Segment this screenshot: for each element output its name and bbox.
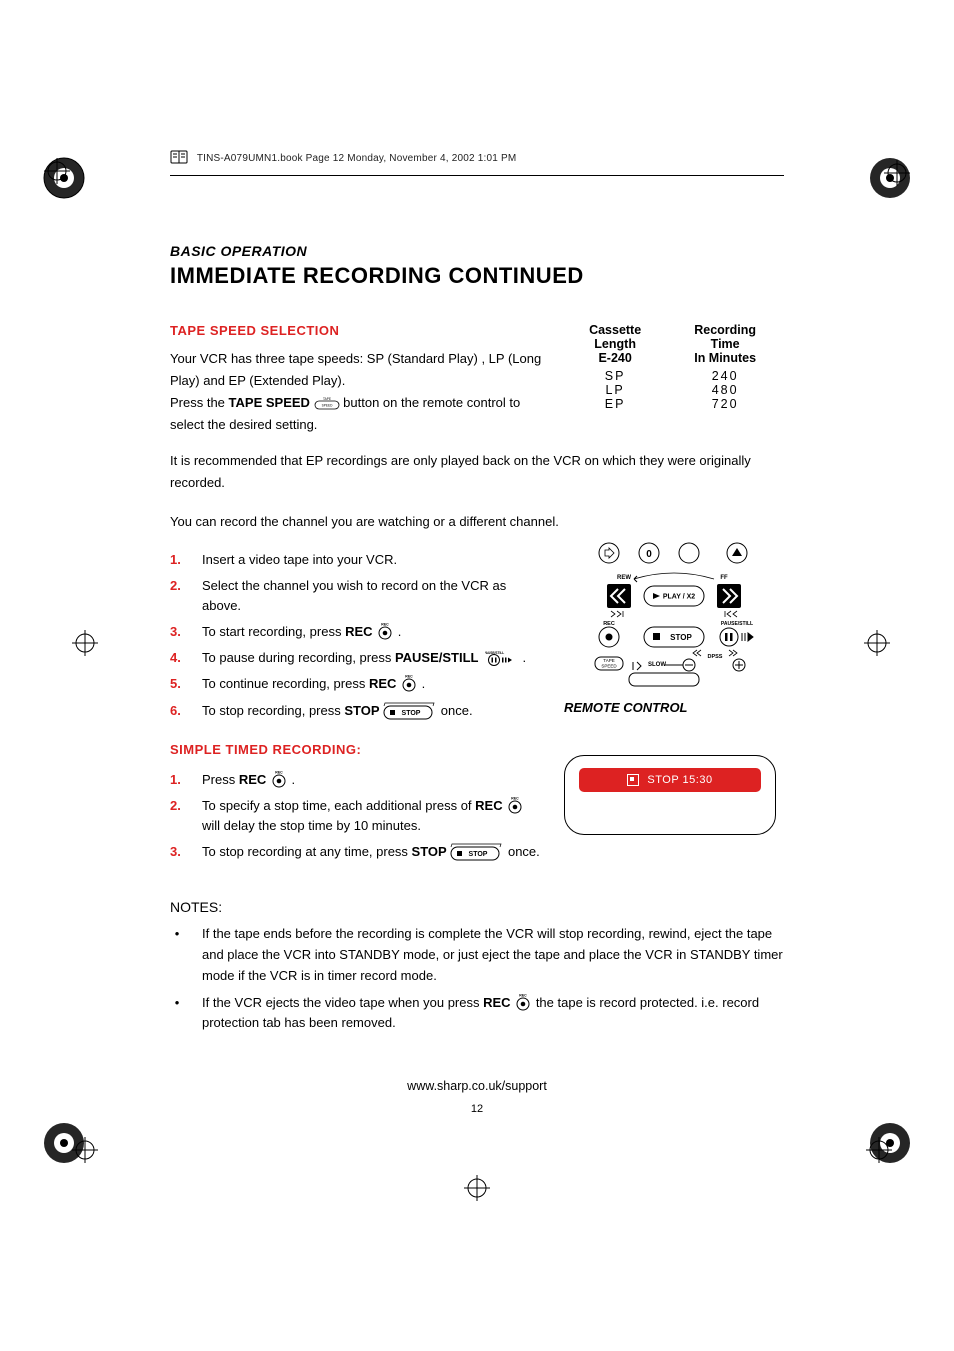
svg-text:REC: REC [603,621,615,627]
book-icon [170,150,188,167]
step-item: 3.To stop recording at any time, press S… [170,839,544,865]
stop-button-icon: STOP [450,843,504,861]
rec-icon: REC [400,674,418,692]
rec-icon: REC [376,622,394,640]
svg-text:STOP: STOP [469,851,488,858]
notes-list: •If the tape ends before the recording i… [170,921,784,1037]
page: TINS-A079UMN1.book Page 12 Monday, Novem… [0,0,954,1351]
main-steps: 1.Insert a video tape into your VCR. 2.S… [170,547,544,724]
header-rule [170,175,784,176]
crosshair-icon [72,630,98,656]
svg-text:REW: REW [617,575,631,581]
speed-para1: Your VCR has three tape speeds: SP (Stan… [170,351,541,388]
svg-text:PLAY / X2: PLAY / X2 [663,593,695,600]
osd-text: STOP 15:30 [647,774,712,786]
svg-text:REC: REC [381,623,389,627]
table-row: SP240 [564,369,784,383]
speed-th1: CassetteLengthE-240 [564,323,666,369]
crop-corner-icon [866,1119,914,1167]
step-item: 6.To stop recording, press STOP STOP onc… [170,698,544,724]
pause-still-icon: PAUSE/STILL [485,650,517,666]
notes-heading: NOTES: [170,899,784,915]
speed-para2-a: Press the [170,395,229,410]
rec-icon: REC [506,796,524,814]
svg-text:FF: FF [720,575,728,581]
stop-square-icon [627,774,639,786]
footer-url[interactable]: www.sharp.co.uk/support [170,1079,784,1093]
step-item: 5.To continue recording, press REC REC . [170,671,544,697]
simple-heading: SIMPLE TIMED RECORDING: [170,742,544,757]
note-item: •If the VCR ejects the video tape when y… [170,990,784,1038]
svg-text:0: 0 [646,549,652,560]
speed-heading: TAPE SPEED SELECTION [170,323,544,338]
table-row: LP480 [564,383,784,397]
rec-icon: REC [270,770,288,788]
section-kicker: BASIC OPERATION [170,243,784,259]
crosshair-icon [44,158,70,184]
step-item: 4.To pause during recording, press PAUSE… [170,645,544,671]
speed-section-row: TAPE SPEED SELECTION Your VCR has three … [170,323,784,436]
svg-text:SPEED: SPEED [321,404,333,408]
step-item: 2.To specify a stop time, each additiona… [170,793,544,839]
page-title: IMMEDIATE RECORDING CONTINUED [170,263,784,289]
note-item: •If the tape ends before the recording i… [170,921,784,989]
osd-panel: STOP 15:30 [564,755,776,835]
crop-corner-icon [40,154,88,202]
note-text: If the tape ends before the recording is… [202,924,784,986]
channel-note: You can record the channel you are watch… [170,511,784,533]
step-item: 1.Insert a video tape into your VCR. [170,547,544,573]
rec-icon: REC [514,993,532,1011]
print-header: TINS-A079UMN1.book Page 12 Monday, Novem… [170,150,784,167]
svg-text:TAPE: TAPE [603,658,614,663]
tape-speed-icon: TAPE SPEED [314,395,340,409]
osd-bar: STOP 15:30 [579,768,761,792]
crosshair-icon [866,1137,892,1163]
svg-text:REC: REC [275,770,283,774]
stop-button-icon: STOP [383,702,437,720]
svg-text:DPSS: DPSS [708,654,723,660]
note-text: If the VCR ejects the video tape when yo… [202,993,784,1035]
svg-text:REC: REC [519,993,527,997]
remote-heading: REMOTE CONTROL [564,700,784,715]
remote-diagram: 0 REW FF PLAY / X2 [564,539,784,715]
svg-text:TAPE: TAPE [323,397,331,401]
crop-corner-icon [40,1119,88,1167]
speed-para2-bold: TAPE SPEED [229,395,310,410]
svg-text:REC: REC [405,675,413,679]
print-header-text: TINS-A079UMN1.book Page 12 Monday, Novem… [197,153,517,164]
svg-text:REC: REC [512,796,520,800]
speed-table: CassetteLengthE-240 RecordingTimeIn Minu… [564,323,784,411]
ep-note: It is recommended that EP recordings are… [170,450,784,494]
steps-row: 1.Insert a video tape into your VCR. 2.S… [170,539,784,866]
speed-th2: RecordingTimeIn Minutes [666,323,784,369]
table-row: EP720 [564,397,784,411]
speed-intro: Your VCR has three tape speeds: SP (Stan… [170,348,544,436]
step-item: 2.Select the channel you wish to record … [170,573,544,619]
svg-text:PAUSE/STILL: PAUSE/STILL [721,621,753,627]
crosshair-icon [884,160,910,186]
simple-steps: 1.Press REC REC . 2.To specify a stop ti… [170,767,544,866]
svg-text:STOP: STOP [402,710,421,717]
crosshair-icon [464,1175,490,1201]
svg-text:STOP: STOP [670,633,692,642]
svg-text:SLOW: SLOW [648,662,666,668]
step-item: 1.Press REC REC . [170,767,544,793]
svg-text:SPEED: SPEED [601,663,617,668]
step-item: 3.To start recording, press REC REC . [170,619,544,645]
crop-corner-icon [866,154,914,202]
footer-page-number: 12 [170,1103,784,1115]
crosshair-icon [864,630,890,656]
crosshair-icon [72,1137,98,1163]
